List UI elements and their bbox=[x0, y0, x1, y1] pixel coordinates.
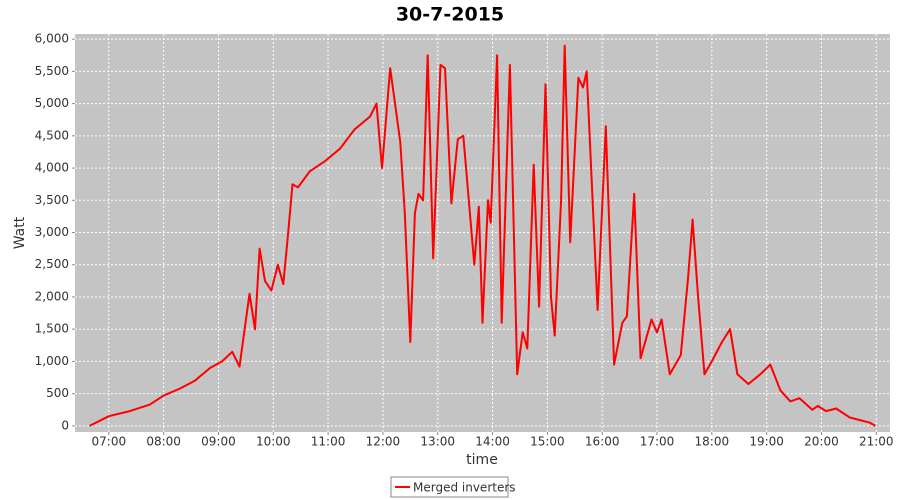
x-tick-label: 21:00 bbox=[859, 435, 894, 449]
x-tick-label: 16:00 bbox=[585, 435, 620, 449]
x-tick-label: 10:00 bbox=[256, 435, 291, 449]
data-line bbox=[89, 44, 876, 427]
x-tick-label: 17:00 bbox=[640, 435, 675, 449]
x-axis-title: time bbox=[466, 452, 498, 468]
x-tick-label: 09:00 bbox=[201, 435, 236, 449]
x-tick-label: 18:00 bbox=[695, 435, 730, 449]
x-tick-label: 19:00 bbox=[749, 435, 784, 449]
x-tick-label: 20:00 bbox=[804, 435, 839, 449]
y-tick-label: 4,500 bbox=[35, 128, 69, 142]
y-tick-label: 3,000 bbox=[35, 225, 69, 239]
y-tick-label: 500 bbox=[46, 386, 69, 400]
y-tick-label: 3,500 bbox=[35, 193, 69, 207]
y-tick-label: 0 bbox=[61, 418, 69, 432]
x-tick-label: 13:00 bbox=[420, 435, 455, 449]
y-tick-label: 2,000 bbox=[35, 289, 69, 303]
y-tick-label: 5,000 bbox=[35, 96, 69, 110]
chart-title: 30-7-2015 bbox=[396, 4, 504, 26]
x-tick-label: 11:00 bbox=[311, 435, 346, 449]
y-tick-label: 1,500 bbox=[35, 322, 69, 336]
x-tick-label: 15:00 bbox=[530, 435, 565, 449]
x-tick-label: 12:00 bbox=[366, 435, 401, 449]
x-tick-label: 08:00 bbox=[146, 435, 181, 449]
y-axis-title: Watt bbox=[12, 216, 28, 249]
y-tick-label: 4,000 bbox=[35, 161, 69, 175]
plot-area bbox=[75, 34, 890, 432]
legend-label: Merged inverters bbox=[413, 481, 516, 495]
x-tick-label: 14:00 bbox=[475, 435, 510, 449]
legend bbox=[390, 476, 509, 498]
x-tick-label: 07:00 bbox=[92, 435, 127, 449]
y-tick-label: 5,500 bbox=[35, 64, 69, 78]
y-tick-label: 1,000 bbox=[35, 354, 69, 368]
y-tick-label: 2,500 bbox=[35, 257, 69, 271]
y-tick-label: 6,000 bbox=[35, 32, 69, 46]
